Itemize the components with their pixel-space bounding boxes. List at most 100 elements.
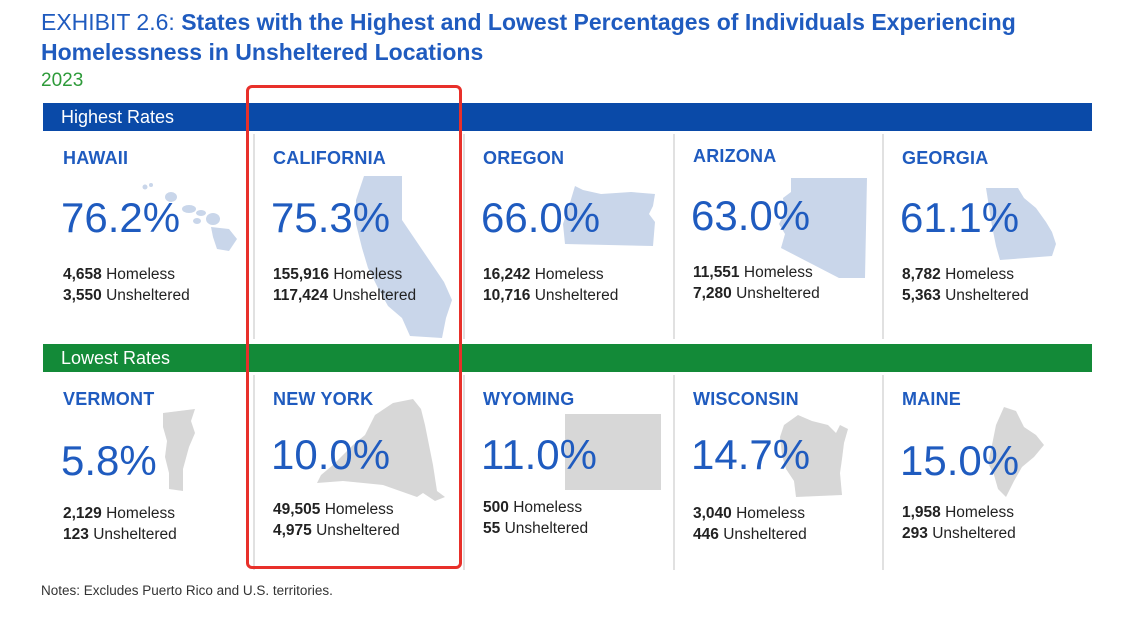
highest-rates-label: Highest Rates [61, 107, 175, 127]
homeless-count-row: 2,129 Homeless [63, 505, 175, 523]
unsheltered-label: Unsheltered [945, 287, 1029, 304]
homeless-label: Homeless [106, 505, 176, 522]
state-name: OREGON [483, 148, 565, 168]
unsheltered-count: 117,424 [273, 287, 329, 304]
homeless-count: 8,782 [902, 266, 941, 283]
unsheltered-count-row: 4,975 Unsheltered [273, 522, 400, 540]
unsheltered-count: 5,363 [902, 287, 941, 304]
homeless-label: Homeless [333, 266, 403, 283]
highlight-box-california-new-york [246, 85, 462, 569]
column-divider [253, 375, 255, 570]
homeless-label: Homeless [945, 504, 1015, 521]
chart-title: EXHIBIT 2.6: States with the Highest and… [41, 9, 1016, 36]
unsheltered-count: 123 [63, 526, 89, 543]
unsheltered-label: Unsheltered [723, 526, 807, 543]
column-divider [673, 375, 675, 570]
unsheltered-percent: 66.0% [481, 194, 601, 241]
unsheltered-label: Unsheltered [106, 287, 190, 304]
unsheltered-label: Unsheltered [736, 285, 820, 302]
homeless-count-row: 49,505 Homeless [273, 501, 394, 519]
state-name: GEORGIA [902, 148, 989, 168]
column-divider [882, 375, 884, 570]
homeless-count: 1,958 [902, 504, 941, 521]
homeless-label: Homeless [106, 266, 176, 283]
homeless-count-row: 1,958 Homeless [902, 504, 1014, 522]
homeless-count-row: 155,916 Homeless [273, 266, 402, 284]
highest-rates-band: Highest Rates [43, 103, 1092, 131]
state-cell-wyoming: WYOMING 11.0% 500 Homeless 55 Unsheltere… [463, 375, 673, 570]
state-cell-maine: MAINE 15.0% 1,958 Homeless 293 Unshelter… [882, 375, 1092, 570]
homeless-count-row: 4,658 Homeless [63, 266, 175, 284]
unsheltered-count-row: 7,280 Unsheltered [693, 285, 820, 303]
unsheltered-count: 446 [693, 526, 719, 543]
homeless-count-row: 500 Homeless [483, 499, 582, 517]
unsheltered-label: Unsheltered [332, 287, 417, 304]
column-divider [253, 134, 255, 339]
unsheltered-percent: 63.0% [691, 192, 811, 239]
homeless-label: Homeless [736, 505, 806, 522]
state-cell-oregon: OREGON 66.0% 16,242 Homeless 10,716 Unsh… [463, 134, 673, 339]
unsheltered-label: Unsheltered [316, 522, 400, 539]
state-name: CALIFORNIA [273, 148, 386, 168]
unsheltered-count: 4,975 [273, 522, 312, 539]
homeless-label: Homeless [743, 264, 813, 281]
unsheltered-percent: 11.0% [481, 431, 597, 478]
homeless-count-row: 16,242 Homeless [483, 266, 604, 284]
homeless-count: 500 [483, 499, 509, 516]
state-cell-vermont: VERMONT 5.8% 2,129 Homeless 123 Unshelte… [43, 375, 253, 570]
unsheltered-count: 10,716 [483, 287, 531, 304]
state-cell-california: CALIFORNIA 75.3% 155,916 Homeless 117,42… [253, 134, 463, 339]
title-text-line1: States with the Highest and Lowest Perce… [181, 9, 1016, 35]
homeless-count: 49,505 [273, 501, 321, 518]
unsheltered-percent: 75.3% [271, 194, 391, 241]
chart-subtitle: 2023 [41, 70, 84, 91]
homeless-count-row: 8,782 Homeless [902, 266, 1014, 284]
column-divider [673, 134, 675, 339]
homeless-label: Homeless [945, 266, 1015, 283]
unsheltered-percent: 61.1% [900, 194, 1020, 241]
lowest-rates-band: Lowest Rates [43, 344, 1092, 372]
unsheltered-count: 3,550 [63, 287, 102, 304]
oregon-shape [563, 186, 655, 246]
unsheltered-count: 293 [902, 525, 928, 542]
unsheltered-percent: 15.0% [900, 437, 1020, 484]
homeless-count-row: 3,040 Homeless [693, 505, 805, 523]
homeless-label: Homeless [324, 501, 394, 518]
state-name: HAWAII [63, 148, 129, 168]
new-york-shape [317, 399, 445, 501]
column-divider [882, 134, 884, 339]
arizona-shape [779, 178, 867, 278]
column-divider [463, 375, 465, 570]
homeless-count: 155,916 [273, 266, 330, 283]
unsheltered-count-row: 10,716 Unsheltered [483, 287, 618, 305]
homeless-count: 16,242 [483, 266, 531, 283]
unsheltered-label: Unsheltered [534, 287, 619, 304]
state-cell-georgia: GEORGIA 61.1% 8,782 Homeless 5,363 Unshe… [882, 134, 1092, 339]
unsheltered-count-row: 446 Unsheltered [693, 526, 807, 544]
vermont-shape [163, 409, 195, 491]
state-cell-arizona: ARIZONA 63.0% 11,551 Homeless 7,280 Unsh… [673, 134, 883, 339]
chart-notes: Notes: Excludes Puerto Rico and U.S. ter… [41, 583, 333, 598]
state-name: MAINE [902, 389, 961, 409]
homeless-count: 11,551 [693, 264, 740, 281]
wyoming-shape [565, 414, 661, 490]
unsheltered-count: 55 [483, 520, 501, 537]
homeless-count: 2,129 [63, 505, 102, 522]
exhibit-label: EXHIBIT 2.6: [41, 9, 175, 35]
state-name: ARIZONA [693, 146, 777, 166]
title-text-line2: Homelessness in Unsheltered Locations [41, 39, 484, 65]
unsheltered-count-row: 5,363 Unsheltered [902, 287, 1029, 305]
state-name: NEW YORK [273, 389, 374, 409]
unsheltered-count-row: 55 Unsheltered [483, 520, 588, 538]
wisconsin-shape [780, 415, 848, 497]
unsheltered-count-row: 123 Unsheltered [63, 526, 177, 544]
homeless-count: 4,658 [63, 266, 102, 283]
unsheltered-percent: 76.2% [61, 194, 181, 241]
homeless-label: Homeless [513, 499, 583, 516]
unsheltered-count-row: 3,550 Unsheltered [63, 287, 190, 305]
homeless-label: Homeless [534, 266, 604, 283]
state-name: WISCONSIN [693, 389, 799, 409]
unsheltered-percent: 10.0% [271, 431, 391, 478]
california-shape [356, 176, 452, 338]
unsheltered-count: 7,280 [693, 285, 732, 302]
